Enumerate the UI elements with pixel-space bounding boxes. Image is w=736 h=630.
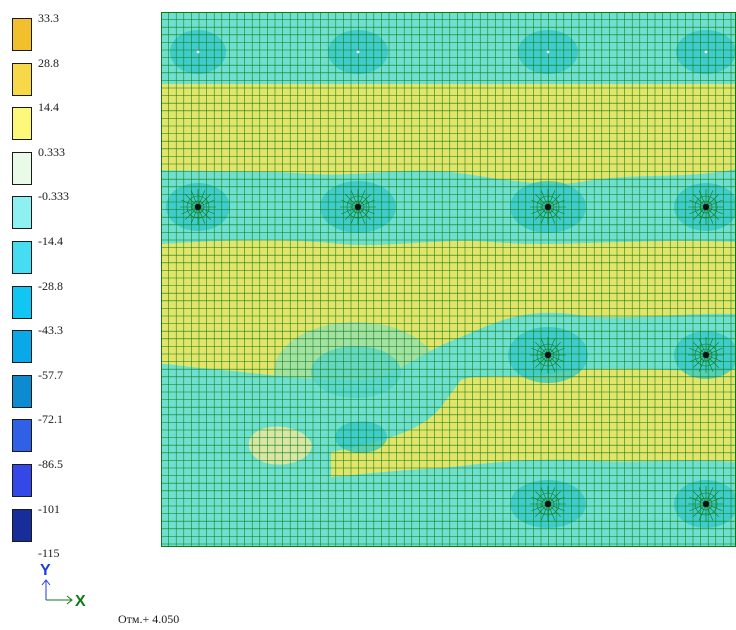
legend-label: -115 — [38, 546, 60, 561]
legend-swatch — [12, 107, 32, 141]
mesh-line — [536, 195, 560, 219]
legend-swatch — [12, 62, 32, 96]
legend-swatch — [12, 241, 32, 274]
mesh-line — [541, 497, 555, 511]
mesh-line — [536, 343, 560, 367]
legend-swatch — [12, 151, 32, 185]
support-node — [702, 351, 710, 359]
legend-label: 14.4 — [38, 100, 59, 115]
legend-swatch — [12, 374, 32, 408]
x-axis-arrowhead — [66, 595, 73, 605]
legend-swatch — [12, 18, 32, 51]
coordinate-axes: Y X — [28, 560, 98, 610]
mesh-line — [699, 348, 713, 362]
support-node — [544, 500, 552, 508]
mesh-line — [694, 195, 718, 219]
color-legend: 33.3 28.8 14.4 0.333 -0.333 -14.4 -28.8 -43.3 -5… — [0, 0, 120, 560]
mesh-line — [541, 348, 555, 362]
legend-label: 0.333 — [38, 144, 65, 159]
elevation-label: Отм.+ 4.050 — [118, 612, 180, 626]
mesh-line — [699, 200, 713, 214]
x-axis-label: X — [75, 593, 86, 610]
mesh-line — [346, 195, 370, 219]
legend-swatch — [12, 285, 32, 319]
legend-label: -72.1 — [38, 412, 63, 427]
legend-swatch — [12, 508, 32, 542]
mesh-line — [186, 195, 210, 219]
support-node — [194, 203, 202, 211]
legend-label: -86.5 — [38, 457, 63, 471]
support-node — [546, 50, 550, 54]
mesh-line — [694, 343, 718, 367]
legend-label: -57.7 — [38, 367, 63, 382]
legend-swatch — [12, 419, 32, 453]
legend-swatch — [12, 196, 32, 230]
legend-swatch — [12, 464, 32, 497]
stress-concentration-zone — [335, 421, 387, 453]
legend-label: -14.4 — [38, 234, 63, 248]
legend-label: -43.3 — [38, 323, 63, 338]
mesh-line — [694, 492, 718, 516]
legend-swatch — [12, 330, 32, 364]
mesh-line — [536, 492, 560, 516]
support-node — [702, 203, 710, 211]
mesh-line — [351, 200, 365, 214]
stress-contour-plot — [161, 12, 736, 547]
mesh-line — [541, 200, 555, 214]
y-axis-arrowhead — [41, 579, 51, 586]
legend-label: -101 — [38, 501, 60, 516]
positive-band — [248, 426, 312, 465]
support-node — [196, 50, 200, 54]
support-node — [702, 500, 710, 508]
support-node — [704, 50, 708, 54]
support-node — [544, 203, 552, 211]
support-node — [354, 203, 362, 211]
support-node — [544, 351, 552, 359]
mesh-line — [191, 200, 205, 214]
legend-label: 33.3 — [38, 11, 59, 25]
support-nodes — [194, 50, 710, 508]
legend-label: 28.8 — [38, 55, 59, 70]
y-axis-label: Y — [40, 562, 51, 579]
stress-concentration-zone — [274, 322, 438, 422]
mesh-line — [699, 497, 713, 511]
legend-label: -0.333 — [38, 189, 69, 204]
legend-label: -28.8 — [38, 278, 63, 293]
support-node — [356, 50, 360, 54]
